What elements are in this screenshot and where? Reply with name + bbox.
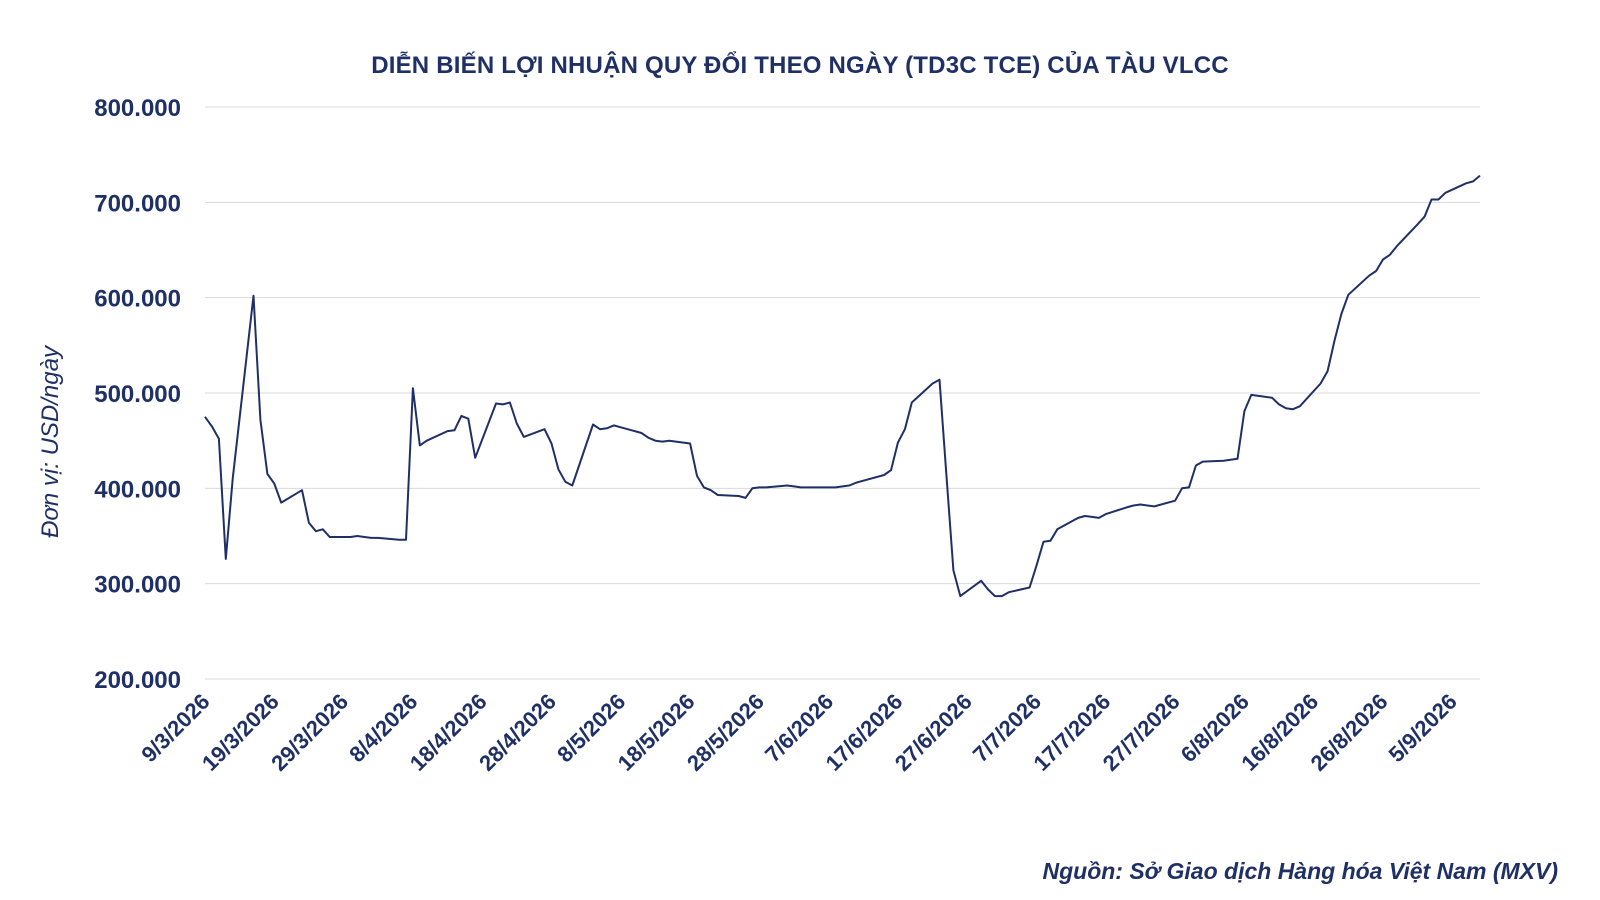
- y-tick-label: 500.000: [94, 381, 181, 408]
- x-tick-label: 27/6/2026: [890, 689, 977, 776]
- y-tick-label: 700.000: [94, 190, 181, 217]
- x-tick-label: 5/9/2026: [1384, 689, 1462, 767]
- x-axis-ticks: 9/3/202619/3/202629/3/20268/4/202618/4/2…: [136, 689, 1462, 776]
- x-tick-label: 28/5/2026: [682, 689, 769, 776]
- x-tick-label: 29/3/2026: [266, 689, 353, 776]
- series-line: [204, 174, 1481, 598]
- x-tick-label: 28/4/2026: [474, 689, 561, 776]
- y-tick-label: 300.000: [94, 572, 181, 599]
- gridlines: [205, 106, 1480, 680]
- chart-title: DIỄN BIẾN LỢI NHUẬN QUY ĐỔI THEO NGÀY (T…: [371, 52, 1229, 79]
- source-note: Nguồn: Sở Giao dịch Hàng hóa Việt Nam (M…: [1042, 858, 1558, 884]
- y-tick-label: 800.000: [94, 95, 181, 122]
- y-axis-ticks: 200.000 300.000 400.000 500.000 600.000 700.0…: [94, 95, 181, 694]
- series-group: [204, 174, 1481, 598]
- y-tick-label: 200.000: [94, 667, 181, 694]
- x-tick-label: 27/7/2026: [1098, 689, 1185, 776]
- y-tick-label: 400.000: [94, 476, 181, 503]
- x-tick-label: 26/8/2026: [1306, 689, 1393, 776]
- y-tick-label: 600.000: [94, 286, 181, 313]
